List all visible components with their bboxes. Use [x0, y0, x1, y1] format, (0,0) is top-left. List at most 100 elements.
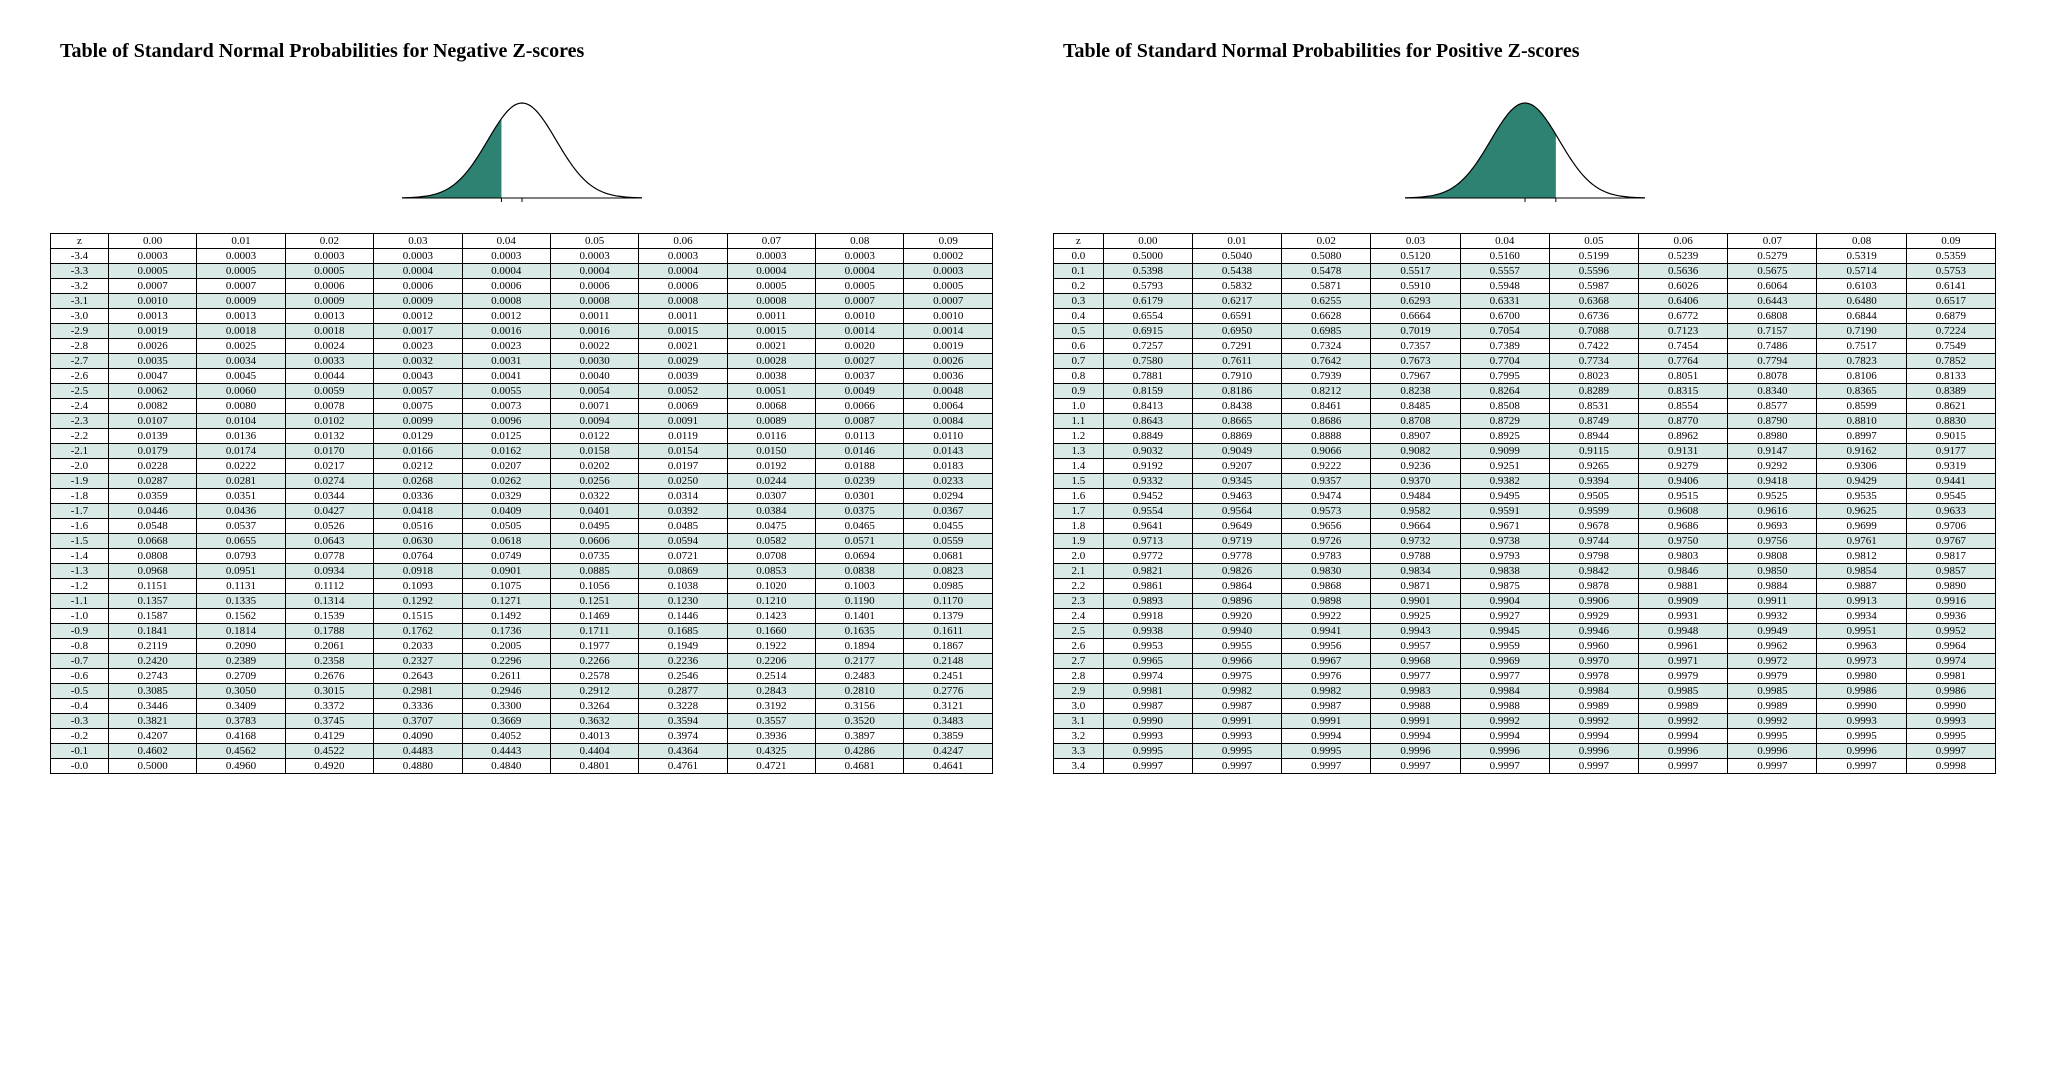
- cell: 0.9997: [1103, 759, 1192, 774]
- cell: 0.0968: [108, 564, 196, 579]
- cell: 0.9850: [1728, 564, 1817, 579]
- cell: 0.1357: [108, 594, 196, 609]
- cell: 0.7995: [1460, 369, 1549, 384]
- cell: 0.0132: [285, 429, 373, 444]
- cell: 0.8849: [1103, 429, 1192, 444]
- row-header: -0.9: [51, 624, 109, 639]
- cell: 0.9995: [1817, 729, 1906, 744]
- cell: 0.9591: [1460, 504, 1549, 519]
- cell: 0.4168: [197, 729, 285, 744]
- cell: 0.6736: [1549, 309, 1638, 324]
- cell: 0.6664: [1371, 309, 1460, 324]
- cell: 0.9970: [1549, 654, 1638, 669]
- cell: 0.0146: [816, 444, 904, 459]
- cell: 0.4681: [816, 759, 904, 774]
- cell: 0.0099: [374, 414, 462, 429]
- cell: 0.0023: [374, 339, 462, 354]
- cell: 0.3745: [285, 714, 373, 729]
- cell: 0.9965: [1103, 654, 1192, 669]
- row-header: 0.0: [1054, 249, 1104, 264]
- cell: 0.0721: [639, 549, 727, 564]
- cell: 0.0007: [904, 294, 993, 309]
- cell: 0.8238: [1371, 384, 1460, 399]
- cell: 0.0007: [108, 279, 196, 294]
- cell: 0.0015: [727, 324, 815, 339]
- cell: 0.0188: [816, 459, 904, 474]
- cell: 0.9987: [1192, 699, 1281, 714]
- cell: 0.1587: [108, 609, 196, 624]
- cell: 0.8577: [1728, 399, 1817, 414]
- cell: 0.2119: [108, 639, 196, 654]
- cell: 0.3300: [462, 699, 550, 714]
- cell: 0.2611: [462, 669, 550, 684]
- cell: 0.0052: [639, 384, 727, 399]
- cell: 0.0054: [550, 384, 638, 399]
- cell: 0.0681: [904, 549, 993, 564]
- col-header: z: [51, 234, 109, 249]
- cell: 0.5832: [1192, 279, 1281, 294]
- cell: 0.3336: [374, 699, 462, 714]
- cell: 0.0192: [727, 459, 815, 474]
- cell: 0.1711: [550, 624, 638, 639]
- cell: 0.5359: [1906, 249, 1995, 264]
- col-header: 0.02: [285, 234, 373, 249]
- cell: 0.9911: [1728, 594, 1817, 609]
- row-header: 3.1: [1054, 714, 1104, 729]
- cell: 0.0057: [374, 384, 462, 399]
- cell: 0.3192: [727, 699, 815, 714]
- cell: 0.9977: [1460, 669, 1549, 684]
- cell: 0.9978: [1549, 669, 1638, 684]
- cell: 0.9996: [1460, 744, 1549, 759]
- cell: 0.0003: [108, 249, 196, 264]
- cell: 0.1423: [727, 609, 815, 624]
- cell: 0.9767: [1906, 534, 1995, 549]
- cell: 0.9969: [1460, 654, 1549, 669]
- cell: 0.8051: [1639, 369, 1728, 384]
- cell: 0.8708: [1371, 414, 1460, 429]
- cell: 0.9826: [1192, 564, 1281, 579]
- row-header: -1.2: [51, 579, 109, 594]
- cell: 0.9564: [1192, 504, 1281, 519]
- cell: 0.7054: [1460, 324, 1549, 339]
- cell: 0.2676: [285, 669, 373, 684]
- row-header: 2.1: [1054, 564, 1104, 579]
- cell: 0.9993: [1817, 714, 1906, 729]
- positive-curve: [1053, 78, 1996, 223]
- cell: 0.7673: [1371, 354, 1460, 369]
- cell: 0.0003: [374, 249, 462, 264]
- cell: 0.9963: [1817, 639, 1906, 654]
- cell: 0.9678: [1549, 519, 1638, 534]
- cell: 0.1841: [108, 624, 196, 639]
- cell: 0.5714: [1817, 264, 1906, 279]
- cell: 0.7852: [1906, 354, 1995, 369]
- col-header: 0.06: [1639, 234, 1728, 249]
- cell: 0.2709: [197, 669, 285, 684]
- cell: 0.8212: [1282, 384, 1371, 399]
- cell: 0.9956: [1282, 639, 1371, 654]
- cell: 0.9991: [1192, 714, 1281, 729]
- cell: 0.0154: [639, 444, 727, 459]
- cell: 0.2177: [816, 654, 904, 669]
- cell: 0.0869: [639, 564, 727, 579]
- cell: 0.1335: [197, 594, 285, 609]
- cell: 0.0367: [904, 504, 993, 519]
- cell: 0.0505: [462, 519, 550, 534]
- cell: 0.8508: [1460, 399, 1549, 414]
- cell: 0.8665: [1192, 414, 1281, 429]
- cell: 0.9994: [1371, 729, 1460, 744]
- cell: 0.9192: [1103, 459, 1192, 474]
- col-header: 0.08: [1817, 234, 1906, 249]
- col-header: z: [1054, 234, 1104, 249]
- cell: 0.0008: [462, 294, 550, 309]
- cell: 0.0104: [197, 414, 285, 429]
- row-header: -2.4: [51, 399, 109, 414]
- cell: 0.1131: [197, 579, 285, 594]
- cell: 0.9996: [1371, 744, 1460, 759]
- cell: 0.9966: [1192, 654, 1281, 669]
- cell: 0.8389: [1906, 384, 1995, 399]
- cell: 0.6443: [1728, 294, 1817, 309]
- cell: 0.0256: [550, 474, 638, 489]
- row-header: 1.4: [1054, 459, 1104, 474]
- cell: 0.1038: [639, 579, 727, 594]
- cell: 0.2514: [727, 669, 815, 684]
